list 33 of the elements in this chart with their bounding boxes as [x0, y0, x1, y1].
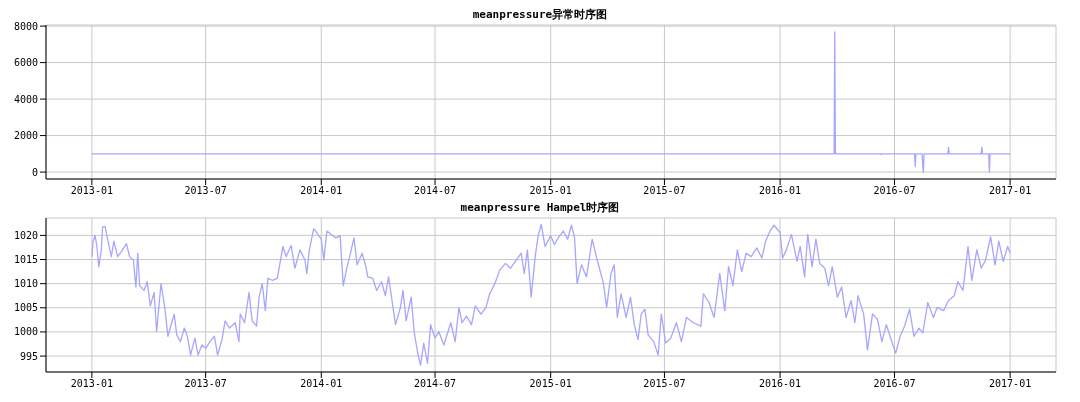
x-tick-label: 2016-07: [873, 378, 916, 390]
chart-title: meanpressure异常时序图: [471, 8, 609, 21]
y-tick-label: 1005: [13, 302, 38, 314]
x-tick-label: 2015-01: [529, 378, 572, 390]
x-tick-label: 2015-01: [529, 185, 572, 197]
y-tick-label: 6000: [13, 57, 38, 69]
x-tick-label: 2016-07: [873, 185, 916, 197]
x-tick-label: 2016-01: [759, 378, 802, 390]
x-tick-label: 2014-01: [300, 185, 343, 197]
line-series: [91, 223, 1011, 366]
x-tick-label: 2013-07: [184, 185, 227, 197]
y-tick-label: 8000: [13, 20, 38, 32]
y-tick-label: 0: [31, 166, 38, 178]
x-tick-label: 2013-01: [70, 185, 113, 197]
x-tick-label: 2016-01: [759, 185, 802, 197]
x-tick-label: 2014-07: [413, 378, 457, 390]
x-tick-label: 2014-01: [300, 378, 343, 390]
x-tick-label: 2013-01: [70, 378, 113, 390]
x-tick-label: 2017-01: [989, 378, 1032, 390]
y-tick-label: 995: [19, 350, 38, 362]
chart-title: meanpressure Hampel时序图: [459, 201, 621, 214]
x-tick-label: 2015-07: [643, 185, 686, 197]
y-tick-label: 1015: [13, 254, 38, 266]
y-tick-label: 1000: [13, 326, 38, 338]
line-series: [91, 31, 1011, 173]
y-tick-label: 1020: [13, 229, 38, 241]
x-tick-label: 2013-07: [184, 378, 227, 390]
x-tick-label: 2017-01: [989, 185, 1032, 197]
y-tick-label: 2000: [13, 130, 38, 142]
x-tick-label: 2014-07: [413, 185, 457, 197]
y-tick-label: 1010: [13, 278, 38, 290]
x-tick-label: 2015-07: [643, 378, 686, 390]
y-tick-label: 4000: [13, 93, 38, 105]
